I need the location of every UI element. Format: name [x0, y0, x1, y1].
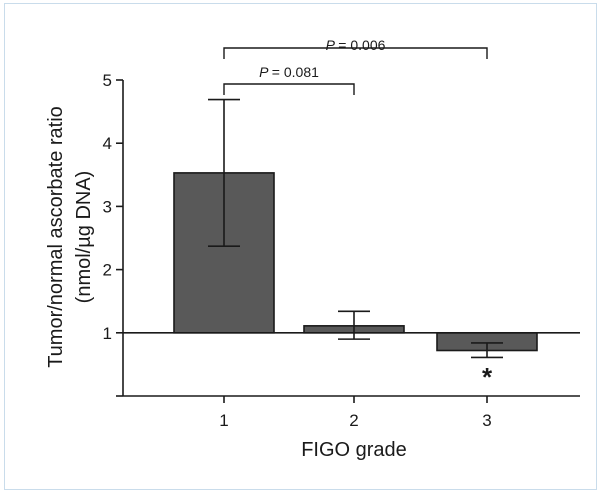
y-axis-title-line2: (nmol/µg DNA): [73, 171, 95, 304]
y-tick-label: 4: [103, 134, 112, 153]
y-tick-label: 2: [103, 261, 112, 280]
x-axis-title: FIGO grade: [301, 439, 407, 461]
significance-bracket: [223, 47, 488, 59]
x-tick-label: 2: [349, 411, 358, 430]
y-tick-label: 1: [103, 324, 112, 343]
significance-asterisk: *: [482, 362, 493, 392]
x-tick-label: 3: [482, 411, 491, 430]
y-axis-title-line1: Tumor/normal ascorbate ratio: [45, 106, 67, 368]
y-tick-label: 3: [103, 197, 112, 216]
p-value-label: P = 0.081: [259, 64, 319, 80]
x-tick-label: 1: [219, 411, 228, 430]
plot-area: 1 2 3 4 5 1 2 3 P = 0.081 P = 0.006 *: [103, 37, 580, 430]
significance-bracket: [223, 83, 355, 95]
p-value-label: P = 0.006: [326, 37, 386, 53]
y-tick-label: 5: [103, 71, 112, 90]
